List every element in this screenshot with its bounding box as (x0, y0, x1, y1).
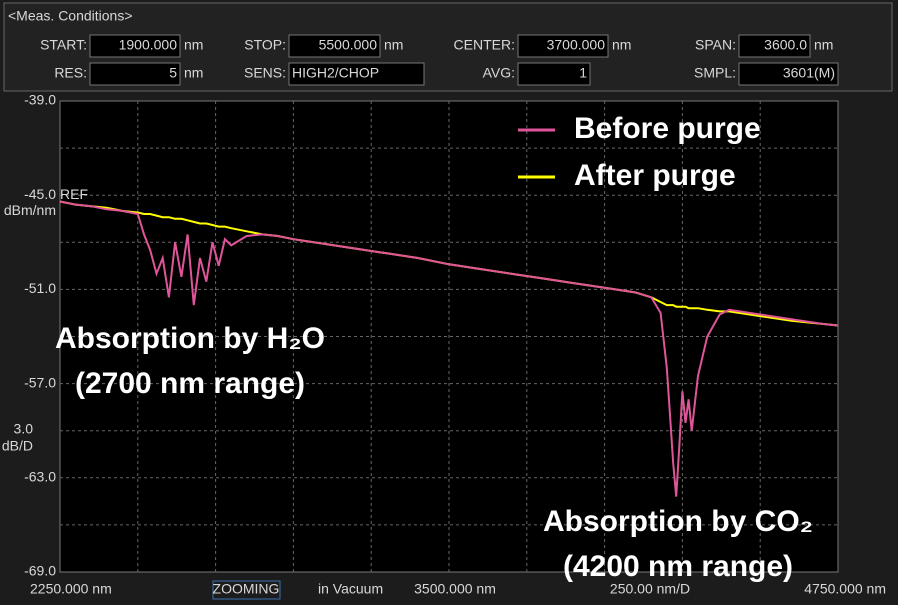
x-tick-label: 4750.000 nm (804, 581, 886, 597)
field-label: SPAN: (695, 37, 736, 53)
field-label: AVG: (483, 65, 515, 81)
y-tick-label: -51.0 (24, 280, 56, 296)
field-box (517, 62, 591, 86)
field-value: 3600.0 (764, 37, 807, 53)
y-unit: dBm/nm (4, 202, 56, 218)
y-tick-label: -45.0 (24, 186, 56, 202)
field-unit: nm (814, 37, 833, 53)
y-div-label: 3.0 (14, 421, 34, 437)
legend-label: After purge (574, 159, 736, 192)
y-tick-label: -39.0 (24, 92, 56, 108)
status-zooming: ZOOMING (213, 581, 280, 597)
field-value: 3700.000 (547, 37, 606, 53)
field-value: 1 (579, 65, 587, 81)
field-label: START: (40, 37, 87, 53)
annotation: (4200 nm range) (563, 550, 793, 583)
y-div-unit: dB/D (2, 438, 33, 454)
legend-label: Before purge (574, 112, 761, 145)
field-value: 1900.000 (119, 37, 178, 53)
field-label: CENTER: (454, 37, 515, 53)
x-div-label: 250.00 nm/D (610, 581, 690, 597)
field-label: SENS: (244, 65, 286, 81)
status-box (212, 580, 281, 600)
status-vacuum: in Vacuum (318, 581, 383, 597)
field-unit: nm (184, 65, 203, 81)
field-label: SMPL: (694, 65, 736, 81)
field-label: STOP: (244, 37, 286, 53)
x-tick-label: 3500.000 nm (414, 581, 496, 597)
field-unit: nm (612, 37, 631, 53)
field-value: 3601(M) (783, 65, 835, 81)
field-box (89, 34, 181, 58)
y-tick-label: -57.0 (24, 374, 56, 390)
ref-label: REF (60, 186, 88, 202)
field-value: 5500.000 (319, 37, 378, 53)
field-box (517, 34, 609, 58)
annotation: (2700 nm range) (75, 367, 305, 400)
y-tick-label: -63.0 (24, 469, 56, 485)
field-box (738, 34, 811, 58)
field-label: RES: (54, 65, 87, 81)
field-box (288, 34, 381, 58)
y-tick-label: -69.0 (24, 563, 56, 579)
series-line (59, 200, 839, 497)
annotation: Absorption by CO₂ (543, 505, 813, 538)
header-title: <Meas. Conditions> (8, 8, 133, 24)
field-box (288, 62, 425, 86)
field-value: HIGH2/CHOP (292, 65, 379, 81)
x-tick-label: 2250.000 nm (30, 581, 112, 597)
annotation: Absorption by H₂O (55, 322, 325, 355)
field-unit: nm (184, 37, 203, 53)
field-box (738, 62, 839, 86)
field-unit: nm (384, 37, 403, 53)
field-value: 5 (169, 65, 177, 81)
field-box (89, 62, 181, 86)
